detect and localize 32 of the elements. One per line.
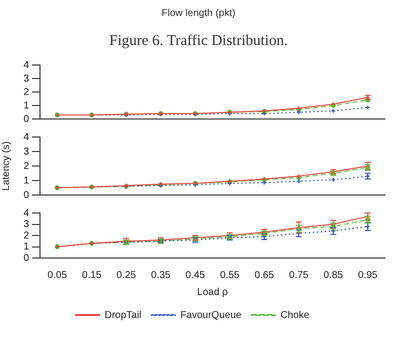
x-tick-label: 0.95 bbox=[358, 270, 378, 281]
x-tick-label: 0.15 bbox=[82, 270, 102, 281]
y-tick-label: 0 bbox=[23, 252, 30, 264]
legend-label: DropTail bbox=[104, 310, 142, 321]
y-tick-label: 3 bbox=[23, 73, 30, 84]
x-tick-label: 0.65 bbox=[254, 270, 274, 281]
y-tick-label: 3 bbox=[23, 146, 30, 158]
legend-label: FavourQueue bbox=[180, 310, 242, 321]
caption: Figure 6. Traffic Distribution. bbox=[108, 33, 289, 50]
legend-label: Choke bbox=[280, 310, 310, 321]
x-tick-label: 0.75 bbox=[289, 270, 309, 281]
y-tick-label: 0 bbox=[23, 190, 30, 201]
y-axis-title: Latency (s) bbox=[0, 141, 12, 191]
y-tick-label: 4 bbox=[23, 60, 30, 71]
x-tick-label: 0.45 bbox=[186, 270, 206, 281]
y-tick-label: 1 bbox=[23, 100, 30, 112]
x-tick-label: 0.05 bbox=[48, 270, 68, 281]
y-tick-label: 1 bbox=[23, 242, 30, 252]
y-tick-label: 1 bbox=[23, 175, 30, 186]
y-tick-label: 2 bbox=[23, 160, 30, 172]
y-tick-label: 3 bbox=[23, 219, 30, 230]
x-tick-label: 0.55 bbox=[220, 270, 240, 281]
x-axis-title: Load ρ bbox=[197, 286, 228, 298]
x-tick-label: 0.25 bbox=[116, 270, 136, 281]
x-tick-label: 0.35 bbox=[151, 270, 171, 281]
y-tick-label: 4 bbox=[23, 132, 30, 143]
x-tick-label: 0.85 bbox=[324, 270, 344, 281]
text: Flow length (pkt) bbox=[160, 8, 236, 19]
y-tick-label: 2 bbox=[23, 86, 30, 98]
y-tick-label: 4 bbox=[23, 208, 30, 219]
y-tick-label: 0 bbox=[23, 114, 30, 125]
y-tick-label: 2 bbox=[23, 230, 30, 242]
